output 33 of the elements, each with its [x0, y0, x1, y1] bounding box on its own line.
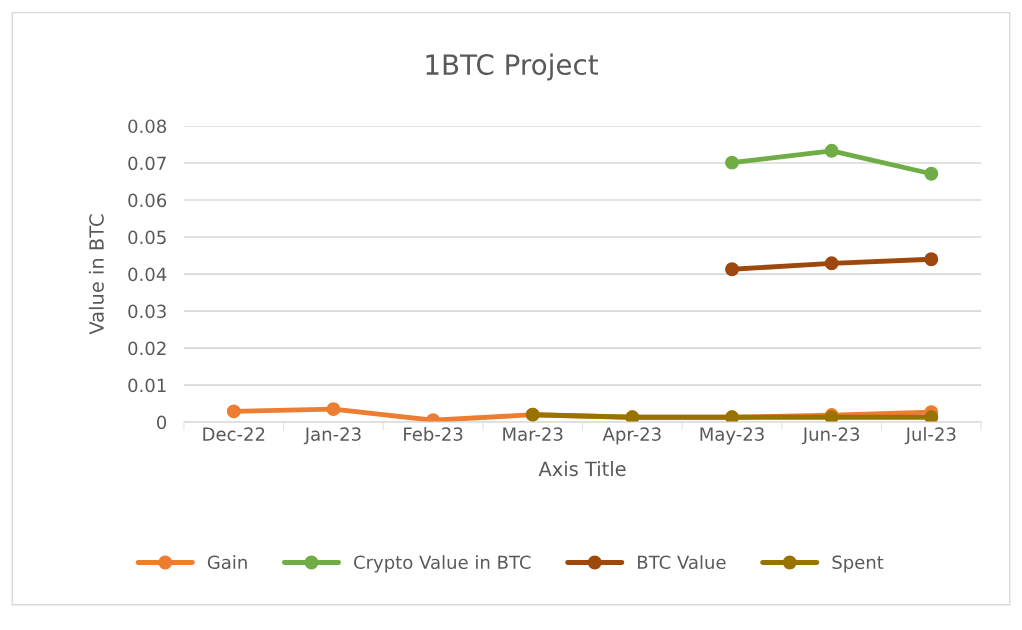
- chart-title: 1BTC Project: [426, 53, 598, 81]
- point: [326, 402, 341, 417]
- x-tick-label: Jun-23: [801, 427, 860, 445]
- y-axis-title: Value in BTC: [88, 214, 104, 335]
- y-tick-label: 0.03: [128, 304, 166, 319]
- legend-label: Gain: [207, 555, 247, 570]
- y-tick-label: 0.05: [128, 230, 166, 245]
- point: [924, 410, 939, 423]
- x-tick-label: May-23: [700, 427, 764, 445]
- y-tick-label: 0.02: [128, 341, 166, 356]
- point: [924, 252, 939, 267]
- point: [924, 166, 939, 181]
- point: [725, 262, 739, 277]
- point: [725, 155, 739, 170]
- y-tick-label: 0: [157, 415, 167, 430]
- legend-label: Crypto Value in BTC: [354, 555, 531, 573]
- x-tick-label: Jan-23: [303, 427, 361, 445]
- x-tick-label: Apr-23: [602, 427, 661, 445]
- y-tick-label: 0.07: [128, 156, 166, 171]
- y-tick-label: 0.08: [128, 119, 167, 134]
- x-tick-label: Dec-22: [203, 427, 265, 441]
- x-tick-label: Jul-23: [904, 426, 956, 445]
- x-tick-label: Mar-23: [503, 427, 563, 441]
- legend-label: Spent: [832, 555, 884, 573]
- point: [824, 256, 839, 271]
- y-tick-label: 0.04: [128, 267, 167, 282]
- point: [824, 143, 839, 158]
- x-tick-label: Feb-23: [404, 426, 463, 441]
- legend-label: BTC Value: [638, 555, 726, 570]
- x-axis-title: Axis Title: [538, 461, 626, 477]
- y-tick-label: 0.01: [128, 378, 166, 393]
- y-tick-label: 0.06: [128, 193, 167, 208]
- point: [226, 404, 241, 419]
